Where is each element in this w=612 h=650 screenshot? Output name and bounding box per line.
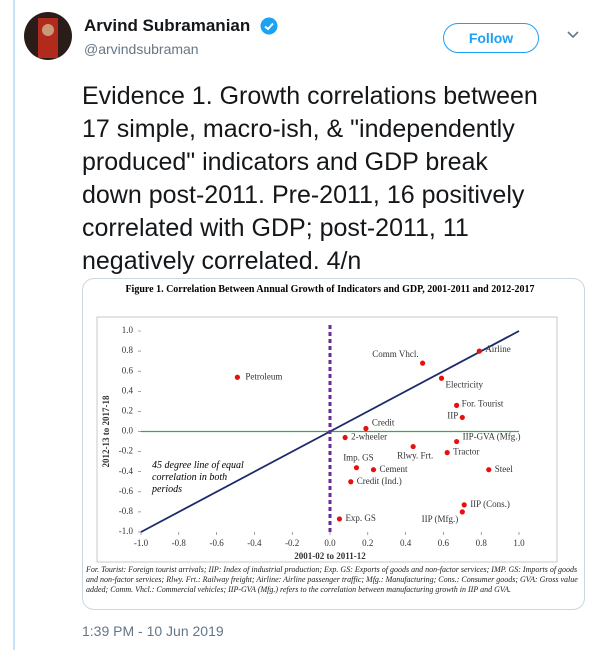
- point-label: Comm Vhcl.: [372, 349, 418, 359]
- tweet-text-line: Evidence 1. Growth correlations between: [82, 82, 538, 110]
- y-tick-label: 0.2: [122, 405, 133, 415]
- timestamp[interactable]: 1:39 PM - 10 Jun 2019: [82, 623, 224, 639]
- user-handle[interactable]: @arvindsubraman: [84, 41, 199, 57]
- tweet-text-line: negatively correlated. 4/n: [82, 247, 362, 275]
- x-tick-label: -0.2: [285, 538, 299, 548]
- menu-chevron[interactable]: [566, 30, 580, 40]
- point: [476, 348, 482, 354]
- point-label: Credit (Ind.): [357, 476, 402, 486]
- y-tick-label: -0.8: [119, 506, 134, 516]
- x-tick-label: 0.0: [324, 538, 336, 548]
- point-label: IIP (Mfg.): [422, 514, 459, 524]
- y-axis-title: 2012-13 to 2017-18: [101, 395, 111, 467]
- x-tick-label: 0.2: [362, 538, 373, 548]
- y-tick-label: -0.2: [119, 446, 133, 456]
- tweet-text-line: 17 simple, macro-ish, & "independently: [82, 115, 515, 143]
- y-tick-label: -1.0: [119, 526, 134, 536]
- point-label: Petroleum: [245, 371, 282, 381]
- y-tick-label: -0.4: [119, 466, 134, 476]
- point-label: For. Tourist: [462, 398, 504, 408]
- annotation: 45 degree line of equal correlation in b…: [152, 460, 244, 495]
- point: [363, 425, 369, 432]
- follow-button[interactable]: Follow: [443, 23, 539, 53]
- y-tick-label: 0.4: [122, 385, 134, 395]
- tweet-text-line: down post-2011. Pre-2011, 16 positively: [82, 181, 525, 209]
- point: [410, 443, 416, 450]
- plot-frame: [96, 316, 558, 563]
- x-tick-label: 1.0: [513, 538, 525, 548]
- point-label: Airline: [485, 344, 511, 354]
- tweet-text: Evidence 1. Growth correlations between 1…: [82, 80, 538, 278]
- point-label: Tractor: [453, 447, 479, 457]
- point: [342, 434, 348, 441]
- y-tick-label: 0.0: [122, 426, 134, 436]
- point: [370, 467, 377, 473]
- avatar[interactable]: [24, 12, 72, 60]
- chart-title: Figure 1. Correlation Between Annual Gro…: [125, 284, 535, 295]
- point: [336, 516, 343, 522]
- point: [420, 360, 426, 366]
- x-tick-label: -0.4: [247, 538, 262, 548]
- point-label: Credit: [372, 418, 395, 428]
- point: [461, 502, 467, 508]
- point: [444, 450, 450, 456]
- user-name[interactable]: Arvind Subramanian: [84, 16, 251, 35]
- point-label: Imp. GS: [343, 453, 374, 463]
- point-label: IIP-GVA (Mfg.): [463, 432, 521, 442]
- y-tick-label: 0.8: [122, 345, 134, 355]
- image-card[interactable]: -1.0 -0.8 -0.6 -0.4 -0.2 0.0 0.2 0.4 0.6 0.8 1.0 1.…: [82, 278, 585, 610]
- point: [459, 414, 465, 421]
- point: [454, 402, 460, 408]
- x-tick-label: -0.6: [209, 538, 224, 548]
- y-tick-label: -0.6: [119, 486, 134, 496]
- chart: -1.0 -0.8 -0.6 -0.4 -0.2 0.0 0.2 0.4 0.6 0.8 1.0 1.…: [96, 316, 558, 563]
- x-tick-label: -0.8: [172, 538, 187, 548]
- point: [486, 467, 492, 473]
- avatar-image: [38, 18, 58, 58]
- thread-line: [13, 0, 15, 650]
- x-tick-label: 0.6: [438, 538, 450, 548]
- point: [353, 465, 360, 471]
- point-label: IIP (Cons.): [470, 499, 510, 509]
- point-label: Exp. GS: [345, 513, 376, 523]
- y-tick-label: 1.0: [122, 325, 134, 335]
- point: [459, 509, 465, 515]
- tweet-text-line: correlated with GDP; post-2011, 11: [82, 214, 469, 242]
- x-tick-label: 0.4: [400, 538, 412, 548]
- y-tick-label: 0.6: [122, 365, 134, 375]
- point-label: Steel: [495, 464, 513, 474]
- point: [438, 375, 445, 381]
- x-tick-label: 0.8: [476, 538, 488, 548]
- point-label: Electricity: [446, 379, 484, 389]
- point-label: Cement: [379, 464, 407, 474]
- footnote: For. Tourist: Foreign tourist arrivals; …: [86, 565, 578, 594]
- point-label: IIP: [447, 410, 458, 420]
- x-tick-label: -1.0: [134, 538, 149, 548]
- tweet-text-line: produced" indicators and GDP break: [82, 148, 488, 176]
- verified-badge: [260, 17, 278, 35]
- point-label: Rlwy. Frt.: [397, 451, 433, 461]
- x-axis-title: 2001-02 to 2011-12: [294, 551, 366, 561]
- point: [348, 479, 354, 485]
- point-label: 2-wheeler: [351, 432, 387, 442]
- point: [454, 438, 460, 445]
- point: [234, 374, 240, 380]
